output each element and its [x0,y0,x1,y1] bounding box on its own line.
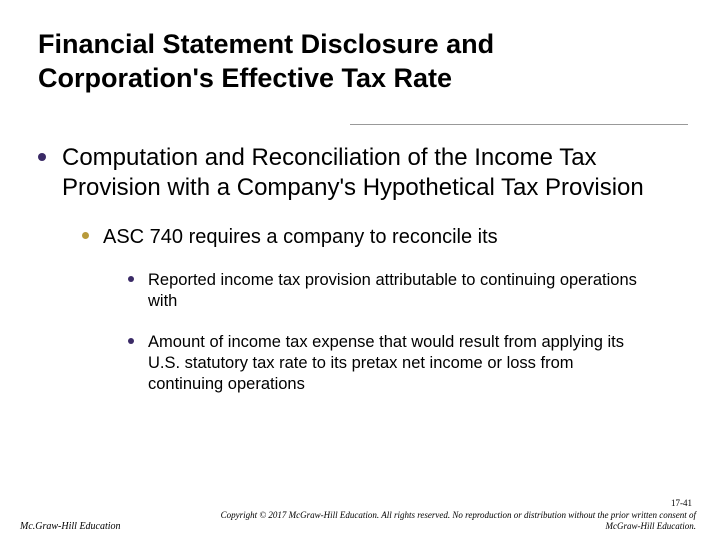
title-line-2: Corporation's Effective Tax Rate [38,63,452,93]
bullet-level1: Computation and Reconciliation of the In… [38,143,682,203]
bullet-level3: Amount of income tax expense that would … [128,332,652,395]
bullet-icon [38,153,46,161]
publisher-text: Mc.Graw-Hill Education [20,521,121,532]
bullet-icon [128,338,134,344]
bullet-level1-text: Computation and Reconciliation of the In… [62,143,682,203]
title-underline [350,124,688,125]
slide-title: Financial Statement Disclosure and Corpo… [38,28,682,96]
bullet-level3-text: Amount of income tax expense that would … [148,332,652,395]
bullet-icon [128,276,134,282]
bullet-level2: ASC 740 requires a company to reconcile … [82,225,682,250]
bullet-level3: Reported income tax provision attributab… [128,270,652,312]
bullet-icon [82,232,89,239]
page-number: 17-41 [671,498,692,508]
bullet-level3-text: Reported income tax provision attributab… [148,270,652,312]
bullet-level2-text: ASC 740 requires a company to reconcile … [103,225,498,250]
title-line-1: Financial Statement Disclosure and [38,29,494,59]
copyright-text: Copyright © 2017 McGraw-Hill Education. … [200,510,696,532]
slide: Financial Statement Disclosure and Corpo… [0,0,720,540]
